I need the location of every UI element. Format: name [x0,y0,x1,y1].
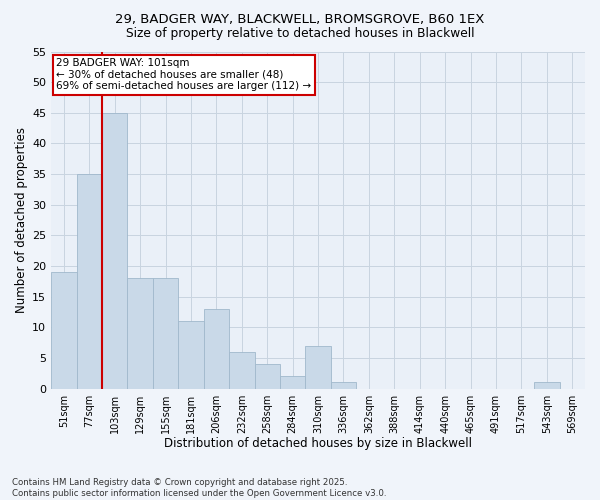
Bar [77,174,102,388]
Bar [331,382,356,388]
Bar [203,309,229,388]
Text: Size of property relative to detached houses in Blackwell: Size of property relative to detached ho… [126,28,474,40]
Bar [102,113,127,388]
Bar [534,382,560,388]
Bar [254,364,280,388]
Bar [127,278,153,388]
Bar [51,272,77,388]
Bar [280,376,305,388]
Bar [153,278,178,388]
Text: Contains HM Land Registry data © Crown copyright and database right 2025.
Contai: Contains HM Land Registry data © Crown c… [12,478,386,498]
Y-axis label: Number of detached properties: Number of detached properties [15,127,28,313]
Bar [229,352,254,389]
Text: 29 BADGER WAY: 101sqm
← 30% of detached houses are smaller (48)
69% of semi-deta: 29 BADGER WAY: 101sqm ← 30% of detached … [56,58,311,92]
X-axis label: Distribution of detached houses by size in Blackwell: Distribution of detached houses by size … [164,437,472,450]
Text: 29, BADGER WAY, BLACKWELL, BROMSGROVE, B60 1EX: 29, BADGER WAY, BLACKWELL, BROMSGROVE, B… [115,12,485,26]
Bar [305,346,331,389]
Bar [178,321,203,388]
